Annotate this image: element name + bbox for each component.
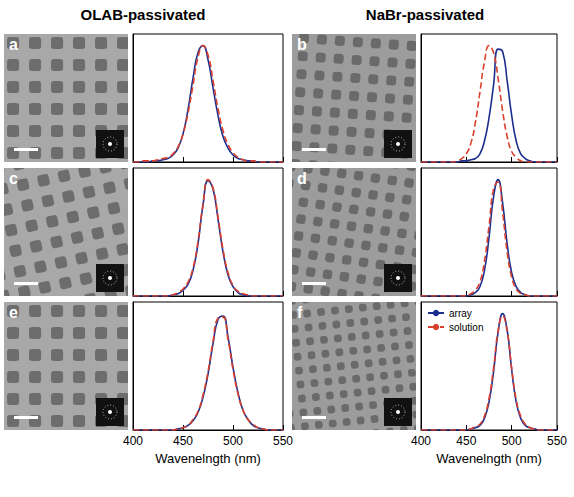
html-text:c: c [9, 170, 18, 187]
html-text:OLAB-passivated: OLAB-passivated [80, 6, 206, 23]
html-text:b: b [297, 36, 307, 53]
svg-text:550: 550 [273, 434, 293, 448]
svg-text:solution: solution [449, 322, 483, 333]
svg-text:500: 500 [223, 434, 243, 448]
html-text:a: a [9, 36, 18, 53]
svg-text:Wavenelngth (nm): Wavenelngth (nm) [155, 451, 261, 466]
html-text:e: e [9, 304, 18, 321]
svg-text:array: array [449, 308, 472, 319]
svg-text:450: 450 [456, 434, 476, 448]
html-text:d: d [297, 170, 307, 187]
svg-text:450: 450 [173, 434, 193, 448]
svg-text:550: 550 [547, 434, 567, 448]
svg-text:400: 400 [411, 434, 431, 448]
svg-text:400: 400 [123, 434, 143, 448]
html-text:NaBr-passivated: NaBr-passivated [365, 6, 485, 23]
svg-text:500: 500 [502, 434, 522, 448]
html-text:f: f [297, 304, 303, 321]
svg-text:Wavenelngth (nm): Wavenelngth (nm) [436, 451, 542, 466]
